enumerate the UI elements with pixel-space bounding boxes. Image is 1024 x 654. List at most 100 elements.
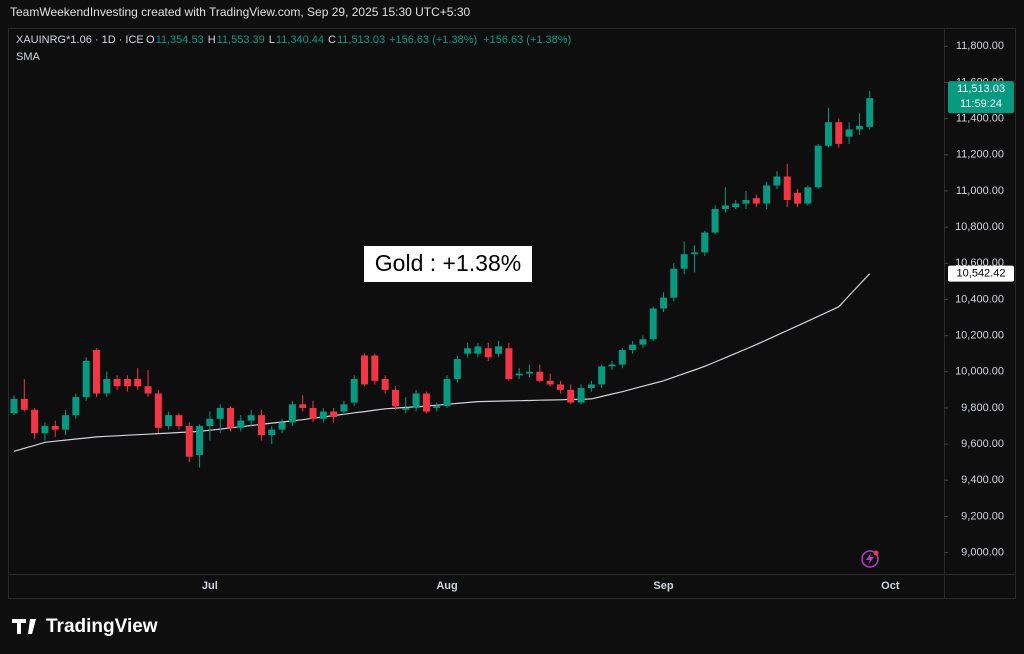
candle-body	[794, 192, 802, 204]
candle-body	[154, 393, 162, 428]
candle-body	[144, 386, 152, 394]
candle-body	[814, 145, 822, 188]
candle-body	[309, 407, 317, 419]
ohlc-key: O	[146, 34, 155, 46]
sma-price-box	[948, 265, 1014, 282]
candle-body	[51, 426, 59, 430]
candle-body	[670, 268, 678, 298]
candle-body	[175, 415, 183, 427]
candle-body	[288, 404, 296, 423]
x-tick-label: Jul	[202, 580, 218, 592]
candle-body	[453, 359, 461, 380]
y-tick-label: 10,000.00	[955, 366, 1004, 378]
y-tick-label: 11,200.00	[956, 149, 1004, 161]
candle-body	[103, 379, 111, 394]
candle-body	[31, 409, 39, 434]
candle-body	[165, 415, 173, 427]
candle-body	[732, 203, 740, 208]
candle-body	[278, 422, 286, 430]
candle-body	[257, 415, 265, 436]
y-tick-label: 11,000.00	[956, 185, 1004, 197]
candle-body	[340, 404, 348, 412]
candle-body	[319, 411, 327, 419]
candle-body	[536, 371, 544, 381]
ohlc-legend: O 11,354.53 H 11,553.39 L 11,340.44 C 11,513.03…	[146, 34, 571, 46]
candle-body	[237, 420, 245, 428]
y-tick-label: 10,400.00	[955, 293, 1004, 305]
candle-body	[299, 404, 307, 408]
candle-body	[433, 406, 441, 408]
candle-body	[495, 346, 503, 354]
y-tick-label: 10,200.00	[955, 330, 1004, 342]
candle-body	[690, 252, 698, 255]
ohlc-value: 11,340.44	[276, 34, 324, 46]
y-tick-label: 11,800.00	[956, 40, 1004, 52]
y-tick-label: 9,000.00	[961, 547, 1004, 559]
candle-body	[484, 348, 492, 358]
ohlc-value: 11,354.53	[156, 34, 204, 46]
ohlc-value: 11,513.03	[337, 34, 385, 46]
candle-body	[72, 397, 80, 416]
candle-body	[185, 426, 193, 457]
y-tick-label: 11,400.00	[956, 113, 1004, 125]
ohlc-key: C	[328, 34, 336, 46]
candle-body	[546, 380, 554, 385]
candle-body	[618, 350, 626, 365]
header-title: TeamWeekendInvesting created with Tradin…	[10, 5, 470, 19]
candle-body	[835, 122, 843, 144]
candle-body	[824, 122, 832, 146]
candle-body	[464, 348, 472, 354]
candle-body	[567, 389, 575, 403]
y-tick-label: 9,200.00	[961, 510, 1004, 522]
ohlc-key: H	[208, 34, 216, 46]
candle-body	[412, 393, 420, 408]
candle-body	[113, 379, 121, 387]
candle-body	[123, 379, 131, 387]
candle-body	[804, 187, 812, 204]
candle-body	[577, 388, 585, 403]
candle-body	[474, 346, 482, 354]
candle-body	[268, 429, 276, 436]
ohlc-key: L	[269, 34, 275, 46]
candle-body	[660, 297, 668, 309]
candle-body	[443, 379, 451, 407]
annotation-box	[364, 246, 532, 282]
annotation: Gold : +1.38%	[375, 250, 521, 276]
candle-body	[526, 371, 533, 374]
candle-body	[649, 308, 657, 340]
x-tick-label: Sep	[653, 580, 673, 592]
candle-body	[402, 407, 410, 410]
candle-body	[227, 407, 235, 428]
candle-body	[598, 366, 606, 385]
countdown-label: 11:59:24	[960, 98, 1002, 110]
candle-body	[752, 198, 760, 204]
y-tick-label: 9,400.00	[961, 474, 1004, 486]
candle-body	[381, 379, 389, 390]
logo-text: TradingView	[46, 616, 158, 637]
change: +156.63 (+1.38%)	[389, 34, 477, 46]
indicator-label: SMA	[16, 51, 41, 63]
candle-body	[845, 129, 853, 137]
candle-body	[773, 176, 781, 186]
alert-icon	[861, 550, 879, 568]
candle-body	[587, 384, 595, 389]
candle-body	[10, 398, 18, 414]
candle-body	[556, 384, 564, 390]
change: +156.63 (+1.38%)	[483, 34, 571, 46]
x-tick-label: Aug	[436, 580, 457, 592]
y-tick-label: 9,800.00	[961, 402, 1004, 414]
candle-body	[196, 426, 204, 455]
candle-body	[206, 418, 214, 427]
candle-body	[391, 389, 399, 407]
sma-price-label: 10,542.42	[957, 268, 1006, 280]
y-tick-label: 10,800.00	[955, 221, 1004, 233]
symbol: XAUINRG*1.06 · 1D · ICE	[16, 34, 144, 46]
candle-body	[134, 379, 142, 387]
candle-body	[92, 350, 100, 394]
candle-body	[608, 364, 616, 367]
ohlc-value: 11,553.39	[217, 34, 265, 46]
candle-body	[330, 411, 338, 417]
candle-body	[855, 125, 863, 130]
candle-body	[639, 339, 647, 345]
